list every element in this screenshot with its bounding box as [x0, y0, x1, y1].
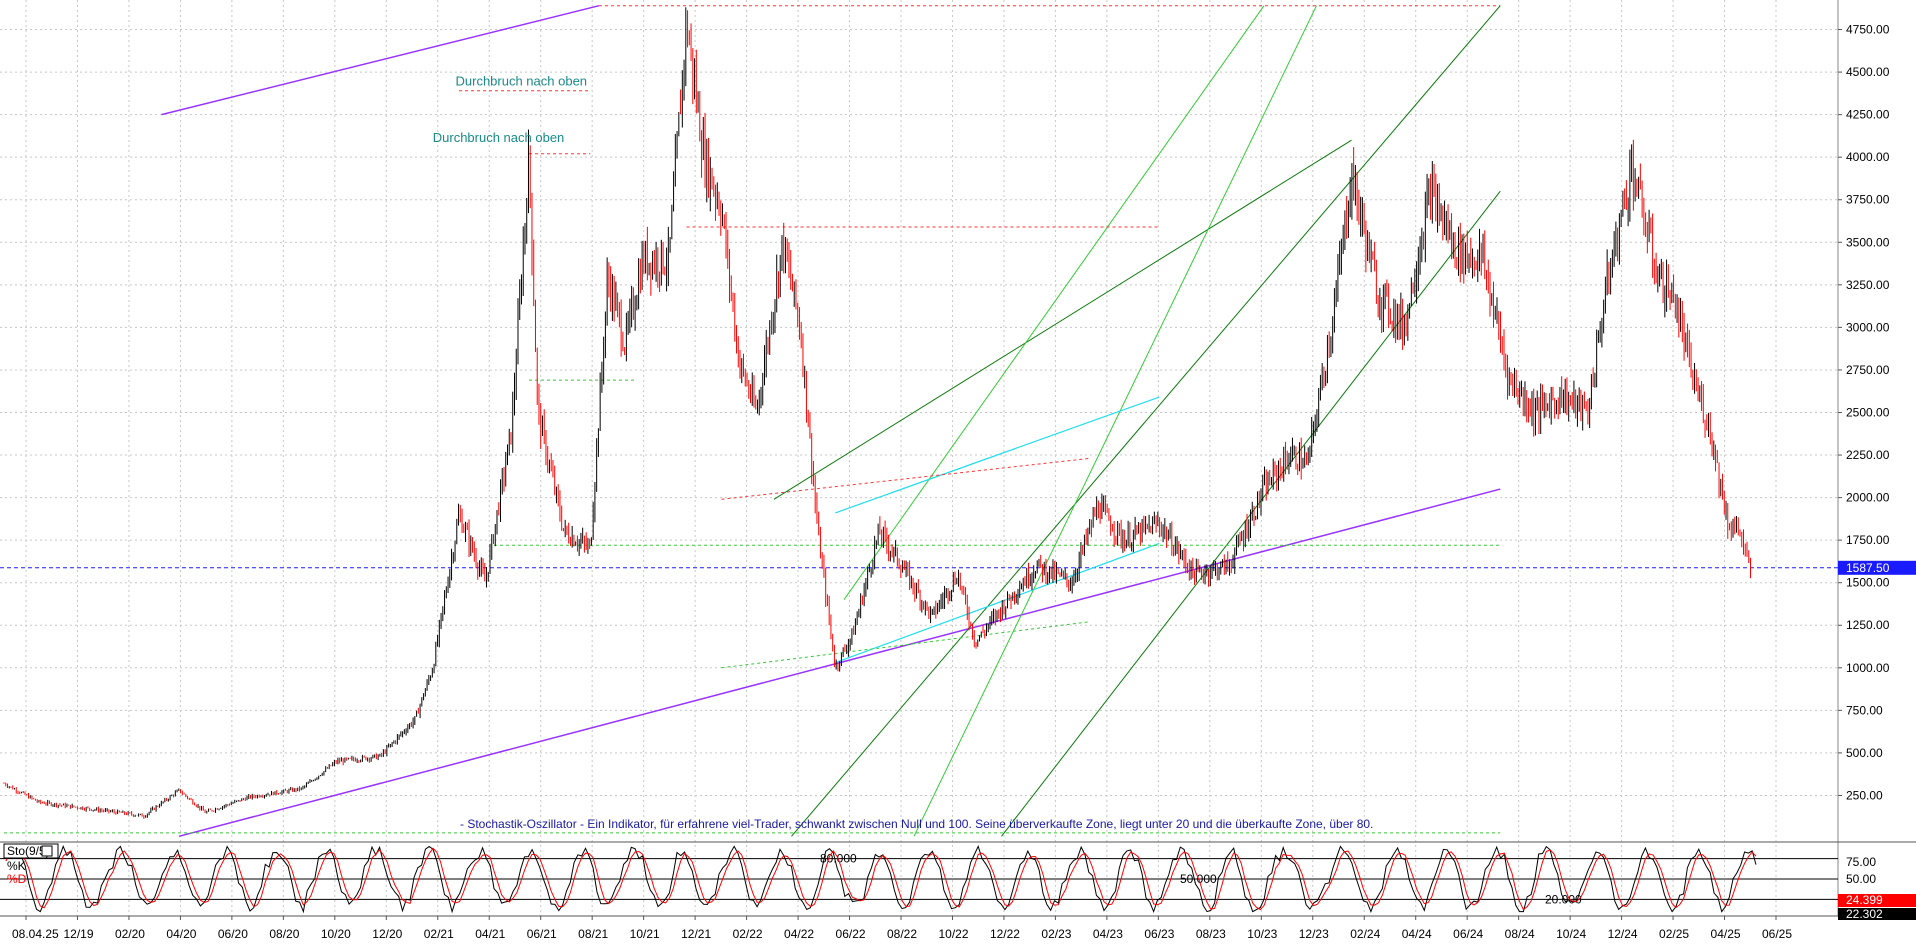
x-tick-label: 04/21	[475, 927, 505, 941]
osc-level-label: 20.000	[1545, 892, 1582, 906]
d-value-badge	[1838, 908, 1916, 920]
x-tick-label: 02/25	[1659, 927, 1689, 941]
stochastic-panel: 80.00050.00020.00075.0050.00Sto(9/5)%K%D…	[0, 843, 1916, 921]
x-tick-label: 04/20	[166, 927, 196, 941]
breakout-annotation: Durchbruch nach oben	[456, 74, 588, 89]
support-line	[721, 621, 1090, 669]
y-tick-label: 4000.00	[1846, 150, 1890, 164]
y-tick-label: 500.00	[1846, 746, 1883, 760]
x-tick-label: 04/22	[784, 927, 814, 941]
x-tick-label: 08/24	[1505, 927, 1535, 941]
x-tick-label: 08/20	[269, 927, 299, 941]
osc-expand-icon	[41, 845, 53, 857]
x-tick-label: 06/23	[1144, 927, 1174, 941]
x-tick-label: 04/23	[1093, 927, 1123, 941]
price-axis: 4750.00 4500.00 4250.00 4000.00 3750.00 3500.…	[1838, 23, 1916, 802]
x-tick-label: 10/24	[1556, 927, 1586, 941]
trendline-cyan	[835, 542, 1160, 664]
x-tick-label: 08.04.25	[12, 927, 59, 941]
y-tick-label: 3750.00	[1846, 193, 1890, 207]
resistance-line	[721, 457, 1090, 500]
indicator-note: - Stochastik-Oszillator - Ein Indikator,…	[460, 817, 1373, 831]
y-tick-label: 1500.00	[1846, 576, 1890, 590]
x-tick-label: 02/20	[115, 927, 145, 941]
osc-level-label: 80.000	[820, 852, 857, 866]
x-tick-label: 06/25	[1762, 927, 1792, 941]
k-line	[5, 845, 1757, 914]
trendline-green-light	[843, 5, 1265, 601]
x-tick-label: 04/24	[1402, 927, 1432, 941]
breakout-annotation: Durchbruch nach oben	[433, 130, 565, 145]
x-tick-label: 06/22	[836, 927, 866, 941]
x-tick-label: 02/22	[733, 927, 763, 941]
y-tick-label: 3250.00	[1846, 278, 1890, 292]
osc-label: Sto(9/5)	[7, 844, 50, 858]
osc-tick-label: 75.00	[1846, 855, 1876, 869]
osc-tick-label: 50.00	[1846, 872, 1876, 886]
grid	[0, 0, 1916, 917]
x-tick-label: 06/20	[218, 927, 248, 941]
x-tick-label: 04/25	[1711, 927, 1741, 941]
d-value-label: 22.302	[1846, 907, 1883, 921]
trendline-purple-top	[161, 4, 600, 116]
x-tick-label: 08/21	[578, 927, 608, 941]
y-tick-label: 1000.00	[1846, 661, 1890, 675]
y-tick-label: 4250.00	[1846, 108, 1890, 122]
x-tick-label: 12/21	[681, 927, 711, 941]
k-legend: %K	[7, 859, 26, 873]
trendline-green-dark	[773, 139, 1352, 500]
x-tick-label: 12/19	[63, 927, 93, 941]
x-tick-label: 12/20	[372, 927, 402, 941]
x-tick-label: 02/23	[1041, 927, 1071, 941]
y-tick-label: 250.00	[1846, 788, 1883, 802]
k-value-label: 24.399	[1846, 893, 1883, 907]
y-tick-label: 4750.00	[1846, 23, 1890, 37]
x-tick-label: 08/22	[887, 927, 917, 941]
date-axis: 08.04.25 12/19 02/20 04/20 06/20 08/20 10/20 12…	[12, 916, 1792, 941]
y-tick-label: 2000.00	[1846, 491, 1890, 505]
d-legend: %D	[7, 872, 27, 886]
trendline-green-light	[913, 5, 1317, 837]
y-tick-label: 4500.00	[1846, 65, 1890, 79]
d-line	[5, 847, 1757, 911]
x-tick-label: 12/23	[1299, 927, 1329, 941]
y-tick-label: 1250.00	[1846, 618, 1890, 632]
y-tick-label: 750.00	[1846, 703, 1883, 717]
x-tick-label: 10/22	[938, 927, 968, 941]
trendline-green-dark	[791, 5, 1501, 837]
y-tick-label: 3500.00	[1846, 235, 1890, 249]
k-value-badge	[1838, 894, 1916, 907]
x-tick-label: 12/22	[990, 927, 1020, 941]
y-tick-label: 2250.00	[1846, 448, 1890, 462]
price-candles	[3, 7, 1751, 819]
annotations: Durchbruch nach oben Durchbruch nach oben…	[433, 74, 1374, 831]
y-tick-label: 3000.00	[1846, 320, 1890, 334]
y-tick-label: 1750.00	[1846, 533, 1890, 547]
last-price-badge	[1838, 560, 1916, 575]
last-price-label: 1587.50	[1846, 561, 1890, 575]
x-tick-label: 02/24	[1350, 927, 1380, 941]
x-tick-label: 08/23	[1196, 927, 1226, 941]
x-tick-label: 06/21	[527, 927, 557, 941]
x-tick-label: 06/24	[1453, 927, 1483, 941]
y-tick-label: 2750.00	[1846, 363, 1890, 377]
x-tick-label: 10/23	[1247, 927, 1277, 941]
x-tick-label: 12/24	[1608, 927, 1638, 941]
x-tick-label: 10/21	[630, 927, 660, 941]
y-tick-label: 2500.00	[1846, 405, 1890, 419]
x-tick-label: 10/20	[321, 927, 351, 941]
trendline-cyan	[835, 396, 1160, 514]
x-tick-label: 02/21	[424, 927, 454, 941]
